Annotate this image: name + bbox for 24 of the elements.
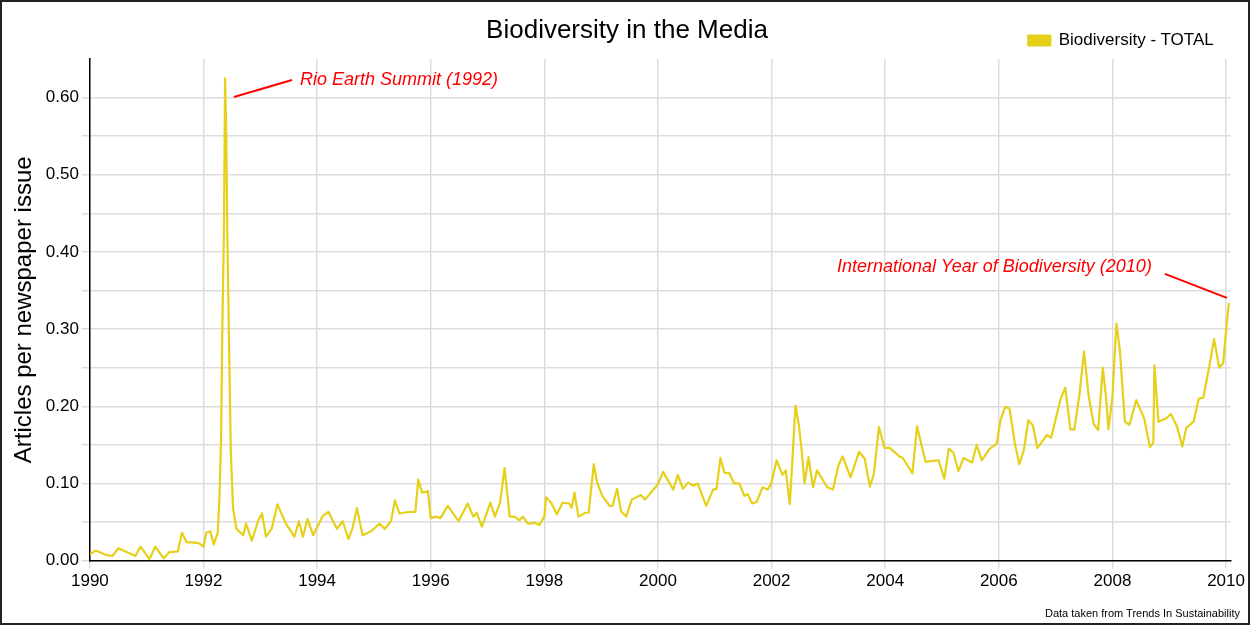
y-tick-label: 0.00 <box>45 550 79 570</box>
y-tick-label: 0.60 <box>45 87 79 107</box>
y-axis-title: Articles per newspaper issue <box>9 156 37 464</box>
x-tick-label: 2002 <box>752 571 791 591</box>
x-tick-label: 1990 <box>70 571 109 591</box>
text: Data taken from Trends In Sustainability <box>1044 607 1240 619</box>
y-tick-label: 0.30 <box>45 318 79 338</box>
x-tick-label: 2010 <box>1207 571 1245 591</box>
annotation: Rio Earth Summit (1992) <box>300 69 499 89</box>
y-tick-label: 0.20 <box>45 395 79 415</box>
y-tick-label: 0.40 <box>45 241 79 261</box>
y-tick-label: 0.50 <box>45 164 79 184</box>
chart-title: Biodiversity in the Media <box>486 14 768 44</box>
x-tick-label: 1998 <box>525 571 564 591</box>
y-tick-label: 0.10 <box>45 473 79 493</box>
x-tick-label: 1992 <box>184 571 223 591</box>
annotation: International Year of Biodiversity (2010) <box>837 255 1152 276</box>
x-tick-label: 2006 <box>979 571 1018 591</box>
x-tick-label: 1994 <box>298 571 337 591</box>
x-tick-label: 2004 <box>866 571 905 591</box>
x-tick-label: 2008 <box>1093 571 1132 591</box>
legend-label: Biodiversity - TOTAL <box>1058 30 1214 50</box>
x-tick-label: 2000 <box>639 571 677 591</box>
x-tick-label: 1996 <box>411 571 450 591</box>
